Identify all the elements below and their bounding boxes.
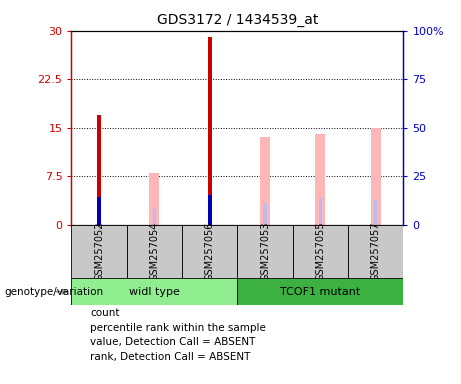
Text: GSM257057: GSM257057 — [371, 222, 381, 281]
Bar — [97, 197, 101, 225]
Text: GSM257052: GSM257052 — [94, 222, 104, 281]
Bar — [149, 173, 160, 225]
Title: GDS3172 / 1434539_at: GDS3172 / 1434539_at — [157, 13, 318, 27]
Bar — [71, 278, 237, 305]
Bar — [371, 128, 381, 225]
Text: TCOF1 mutant: TCOF1 mutant — [280, 287, 361, 297]
Text: widl type: widl type — [129, 287, 180, 297]
Bar — [319, 199, 322, 225]
Bar — [263, 203, 267, 225]
Text: GSM257056: GSM257056 — [205, 222, 215, 281]
Text: GSM257055: GSM257055 — [315, 222, 325, 281]
Bar — [127, 225, 182, 278]
Bar — [293, 225, 348, 278]
Text: genotype/variation: genotype/variation — [5, 287, 104, 297]
Bar — [374, 200, 378, 225]
Bar — [237, 225, 293, 278]
Text: percentile rank within the sample: percentile rank within the sample — [90, 323, 266, 333]
Bar — [348, 225, 403, 278]
Bar — [315, 134, 325, 225]
Bar — [260, 137, 270, 225]
Bar — [182, 225, 237, 278]
Bar — [153, 209, 156, 225]
Text: value, Detection Call = ABSENT: value, Detection Call = ABSENT — [90, 337, 255, 347]
Bar — [207, 195, 212, 225]
Bar — [97, 115, 101, 225]
Text: count: count — [90, 308, 119, 318]
Bar — [71, 225, 127, 278]
Text: rank, Detection Call = ABSENT: rank, Detection Call = ABSENT — [90, 352, 250, 362]
Text: GSM257054: GSM257054 — [149, 222, 160, 281]
Bar — [237, 278, 403, 305]
Bar — [207, 37, 212, 225]
Text: GSM257053: GSM257053 — [260, 222, 270, 281]
